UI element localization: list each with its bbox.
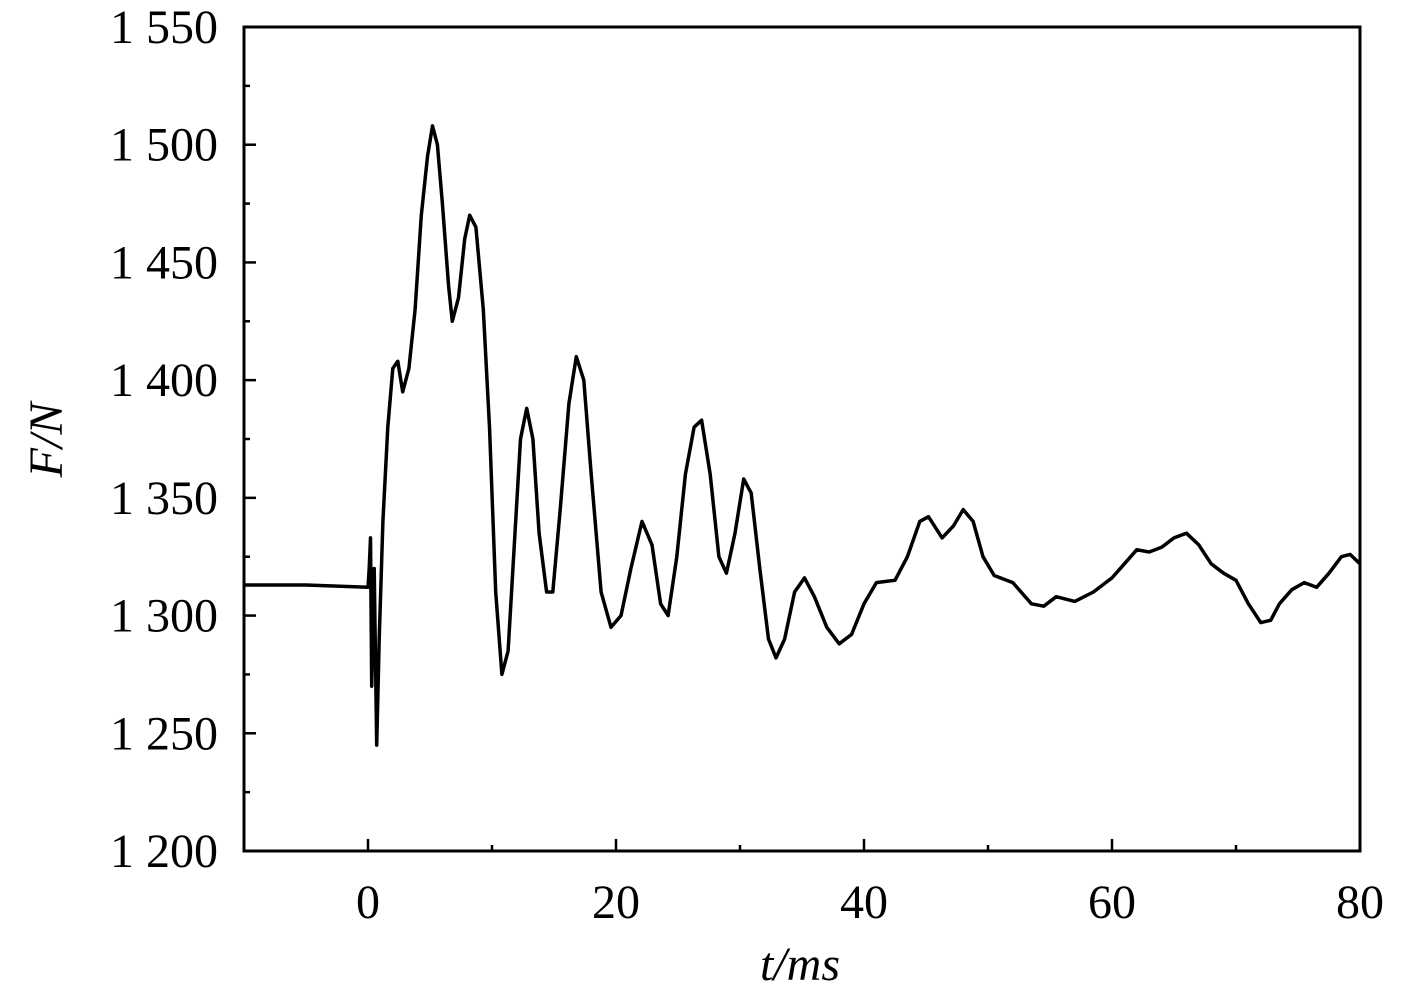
- x-tick-label: 80: [1336, 876, 1384, 929]
- y-tick-label: 1 250: [110, 707, 218, 760]
- y-tick-label: 1 500: [110, 119, 218, 172]
- x-tick-label: 60: [1088, 876, 1136, 929]
- y-tick-label: 1 300: [110, 590, 218, 643]
- y-axis-label: F/N: [20, 400, 73, 479]
- x-axis-label: t/ms: [760, 938, 840, 991]
- x-tick-label: 20: [592, 876, 640, 929]
- x-tick-label: 40: [840, 876, 888, 929]
- y-tick-label: 1 200: [110, 825, 218, 878]
- y-tick-label: 1 350: [110, 472, 218, 525]
- data-line: [244, 124, 1362, 747]
- y-tick-label: 1 450: [110, 236, 218, 289]
- y-tick-label: 1 400: [110, 354, 218, 407]
- x-tick-label: 0: [356, 876, 380, 929]
- y-tick-label: 1 550: [110, 1, 218, 54]
- plot-frame: [242, 25, 1362, 853]
